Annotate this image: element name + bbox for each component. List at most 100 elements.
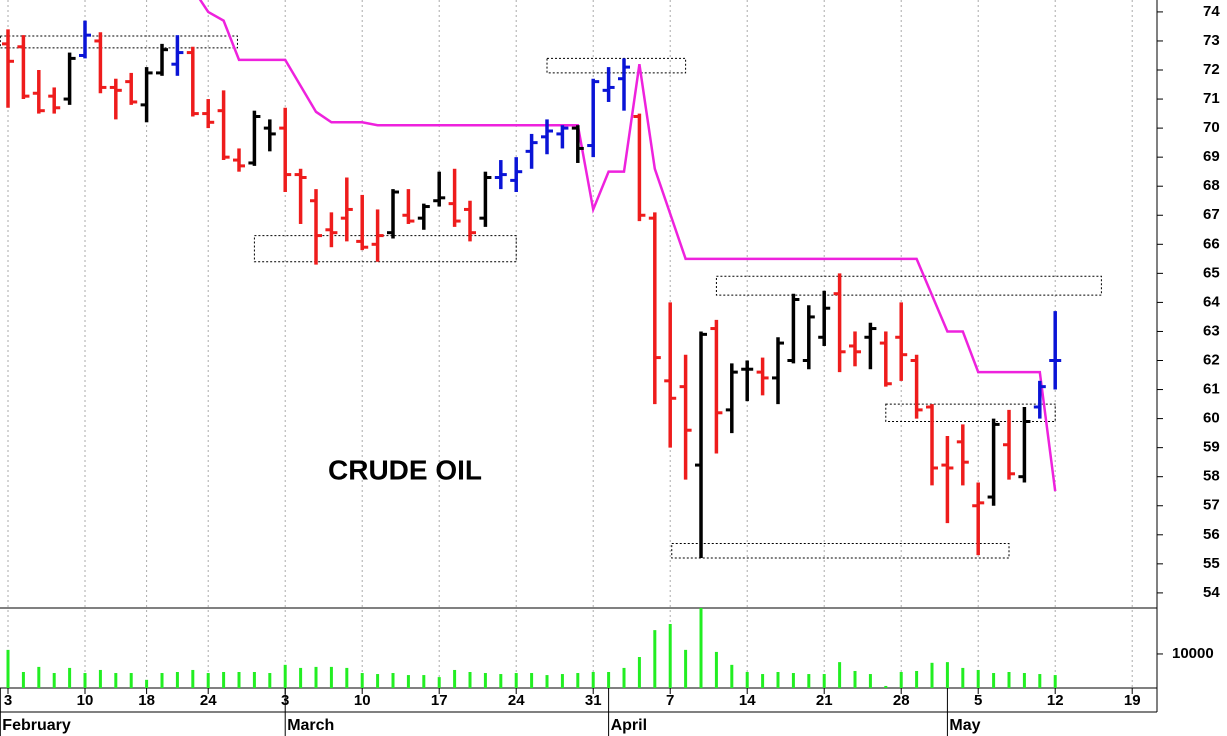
ohlc-bar — [756, 357, 769, 396]
y-tick-label: 69 — [1203, 148, 1220, 165]
volume-bar — [699, 608, 703, 688]
y-tick-label: 71 — [1203, 90, 1220, 107]
volume-bar — [1038, 674, 1042, 688]
y-tick-label: 55 — [1203, 555, 1220, 572]
volume-bar — [422, 675, 426, 688]
y-tick-label: 74 — [1203, 3, 1220, 20]
volume-bar — [684, 649, 688, 688]
x-tick-label: 24 — [508, 692, 525, 709]
ohlc-bar — [263, 119, 276, 152]
ohlc-bar — [186, 46, 199, 117]
volume-bar — [591, 672, 595, 688]
y-tick-label: 70 — [1203, 119, 1220, 136]
volume-bar — [483, 673, 487, 688]
volume-bar — [853, 670, 857, 688]
volume-bar — [622, 667, 626, 688]
ohlc-bar — [818, 290, 831, 346]
x-tick-label: 24 — [200, 692, 217, 709]
ohlc-bar — [63, 52, 76, 105]
volume-bar — [791, 673, 795, 688]
ohlc-bar — [1033, 380, 1046, 419]
y-tick-label: 67 — [1203, 206, 1220, 223]
ohlc-bar — [48, 87, 61, 114]
ohlc-bar — [217, 90, 230, 161]
volume-bar — [237, 672, 241, 688]
zone — [0, 35, 238, 49]
y-tick-label: 64 — [1203, 293, 1220, 310]
volume-bar — [299, 667, 303, 688]
ohlc-bar — [710, 319, 723, 454]
ohlc-bar — [787, 293, 800, 364]
ohlc-bar — [587, 78, 600, 158]
y-tick-label: 65 — [1203, 264, 1220, 281]
volume-bar — [945, 662, 949, 688]
ohlc-bar — [618, 58, 631, 111]
volume-bar — [37, 666, 41, 688]
y-tick-label: 61 — [1203, 381, 1220, 398]
volume-bar — [499, 674, 503, 688]
volume-bar — [576, 673, 580, 688]
ohlc-bar — [956, 424, 969, 486]
volume-bar — [822, 674, 826, 688]
ohlc-bar — [972, 482, 985, 556]
volume-bar — [1053, 675, 1057, 688]
x-tick-label: 21 — [816, 692, 833, 709]
ohlc-bar — [448, 168, 461, 227]
ohlc-bar — [433, 171, 446, 207]
volume-bar — [807, 674, 811, 688]
volume-bar — [437, 677, 441, 688]
ohlc-bar — [417, 203, 430, 230]
ohlc-bar — [171, 35, 184, 76]
ohlc-bar — [1018, 406, 1031, 483]
ohlc-bar — [310, 189, 323, 265]
ohlc-bar — [510, 157, 523, 193]
volume-bar — [376, 674, 380, 688]
price-panel — [0, 0, 1102, 559]
volume-bar — [530, 673, 534, 688]
ohlc-bar — [294, 168, 307, 224]
ohlc-bar — [741, 360, 754, 402]
ohlc-bar — [371, 209, 384, 262]
volume-bar — [283, 664, 287, 688]
volume-bar — [98, 669, 102, 688]
volume-bar — [961, 667, 965, 688]
y-tick-label: 57 — [1203, 497, 1220, 514]
volume-bar — [83, 673, 87, 688]
volume-bar — [668, 624, 672, 688]
volume-bar — [345, 667, 349, 688]
volume-bar — [252, 672, 256, 688]
ohlc-bar — [494, 160, 507, 190]
ohlc-bar — [140, 67, 153, 123]
volume-bar — [129, 673, 133, 688]
volume-bar — [360, 673, 364, 688]
volume-bar — [745, 672, 749, 688]
month-label: March — [287, 717, 334, 734]
ohlc-bar — [279, 107, 292, 193]
volume-bar — [453, 669, 457, 688]
ohlc-bar — [879, 331, 892, 387]
ohlc-bar — [1003, 409, 1016, 480]
ohlc-bar — [1049, 311, 1062, 390]
ohlc-bar — [340, 177, 353, 242]
volume-bar — [761, 674, 765, 688]
volume-bar — [545, 675, 549, 688]
ohlc-bar — [356, 194, 369, 251]
volume-bar — [776, 672, 780, 688]
ohlc-bar — [679, 354, 692, 480]
volume-bar — [175, 672, 179, 688]
ohlc-bar — [556, 125, 569, 149]
volume-bar — [868, 674, 872, 688]
y-tick-label: 72 — [1203, 61, 1220, 78]
ohlc-bar — [79, 20, 92, 59]
y-tick-label: 66 — [1203, 235, 1220, 252]
volume-bar — [329, 666, 333, 688]
y-tick-label: 68 — [1203, 177, 1220, 194]
y2-tick-label: 10000 — [1172, 645, 1214, 662]
volume-bar — [191, 669, 195, 688]
zone — [885, 403, 1056, 423]
volume-bar — [976, 669, 980, 688]
volume-bar — [206, 673, 210, 688]
ohlc-bar — [325, 212, 338, 248]
